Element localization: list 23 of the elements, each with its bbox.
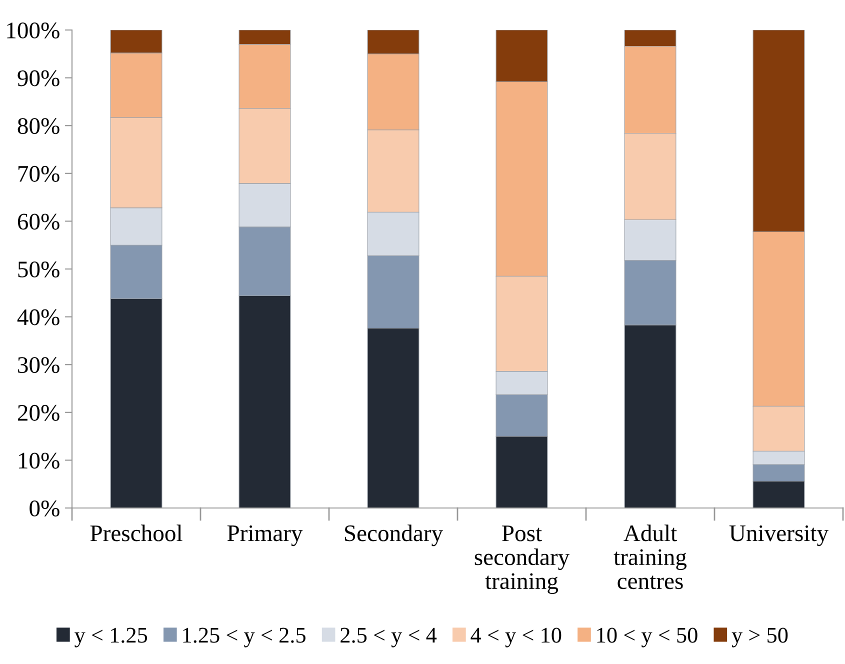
y-tick-label: 80% bbox=[18, 118, 60, 134]
y-tick-label: 0% bbox=[30, 500, 60, 516]
y-tick-label: 50% bbox=[18, 261, 60, 278]
legend-label: 2.5 < y < 4 bbox=[340, 628, 437, 648]
y-tick-label: 70% bbox=[18, 166, 60, 182]
y-tick-label: 40% bbox=[17, 309, 60, 326]
legend-label: y > 50 bbox=[732, 628, 788, 648]
legend-label: 1.25 < y < 2.5 bbox=[183, 628, 306, 648]
legend-label: 4 < y < 10 bbox=[470, 628, 562, 648]
x-tick-label: Adult training centres bbox=[614, 524, 687, 590]
y-tick-label: 20% bbox=[18, 404, 60, 421]
x-tick-label: Secondary bbox=[345, 524, 443, 546]
x-tick-label: Post secondary training bbox=[474, 526, 570, 594]
x-tick-label: Preschool bbox=[90, 524, 182, 542]
y-tick-label: 60% bbox=[18, 214, 60, 230]
y-tick-label: 30% bbox=[18, 357, 60, 374]
x-tick-label: Primary bbox=[227, 525, 303, 546]
legend-label: y < 1.25 bbox=[74, 628, 148, 648]
y-tick-label: 90% bbox=[18, 70, 60, 86]
y-tick-label: 10% bbox=[18, 452, 60, 469]
y-tick-label: 100% bbox=[7, 22, 60, 38]
legend-label: 10 < y < 50 bbox=[597, 628, 698, 648]
x-tick-label: University bbox=[729, 525, 828, 546]
